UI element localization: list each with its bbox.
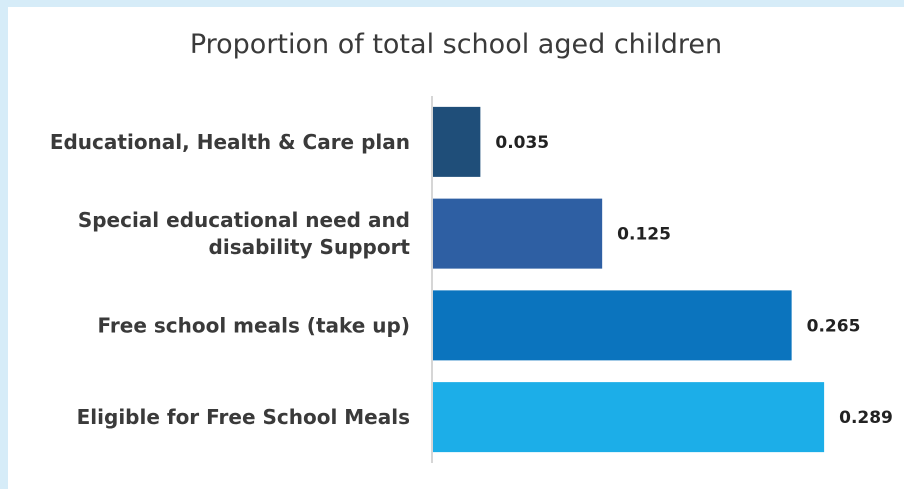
- chart-title: Proportion of total school aged children: [189, 29, 723, 60]
- category-label-1-line-1: disability Support: [209, 235, 411, 259]
- data-label-0: 0.035: [495, 133, 549, 153]
- data-label-1: 0.125: [617, 225, 671, 245]
- bar-chart: 0.035 Educational, Health & Care plan 0.12…: [50, 96, 893, 463]
- category-label-1-line-0: Special educational need and: [78, 208, 410, 232]
- bar-2: [433, 290, 792, 361]
- bar-0: [433, 106, 481, 177]
- category-label-3: Eligible for Free School Meals: [77, 405, 410, 429]
- bar-1: [433, 198, 603, 269]
- chart-frame: Proportion of total school aged children…: [8, 7, 904, 489]
- data-label-3: 0.289: [839, 408, 893, 428]
- bar-3: [433, 382, 825, 453]
- category-label-2: Free school meals (take up): [98, 313, 410, 337]
- category-label-0: Educational, Health & Care plan: [50, 130, 410, 154]
- data-label-2: 0.265: [807, 316, 861, 336]
